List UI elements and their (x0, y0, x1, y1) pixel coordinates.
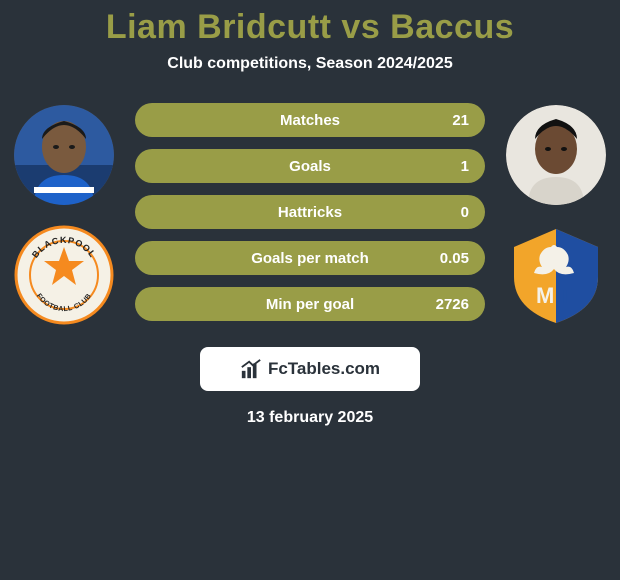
stat-value: 2726 (436, 296, 469, 313)
person-icon (506, 105, 606, 205)
stat-value: 1 (461, 158, 469, 175)
crest-icon: M T (506, 225, 606, 325)
date-text: 13 february 2025 (0, 409, 620, 427)
right-column: M T (501, 103, 611, 325)
stat-value: 0 (461, 204, 469, 221)
left-club-crest: BLACKPOOL FOOTBALL CLUB (14, 225, 114, 325)
stat-row-min-per-goal: Min per goal 2726 (135, 287, 485, 321)
subtitle: Club competitions, Season 2024/2025 (0, 55, 620, 73)
stat-row-goals: Goals 1 (135, 149, 485, 183)
right-club-crest: M T (506, 225, 606, 325)
stat-label: Hattricks (278, 204, 342, 221)
stat-value: 0.05 (440, 250, 469, 267)
stat-label: Min per goal (266, 296, 354, 313)
stats-column: Matches 21 Goals 1 Hattricks 0 Goals per… (135, 103, 485, 321)
stat-row-matches: Matches 21 (135, 103, 485, 137)
person-icon (14, 105, 114, 205)
right-player-avatar (506, 105, 606, 205)
left-column: BLACKPOOL FOOTBALL CLUB (9, 103, 119, 325)
comparison-card: Liam Bridcutt vs Baccus Club competition… (0, 0, 620, 427)
crest-icon: BLACKPOOL FOOTBALL CLUB (14, 225, 114, 325)
chart-icon (240, 358, 262, 380)
page-title: Liam Bridcutt vs Baccus (0, 8, 620, 47)
svg-text:M: M (536, 283, 554, 308)
stat-row-hattricks: Hattricks 0 (135, 195, 485, 229)
fctables-logo[interactable]: FcTables.com (200, 347, 420, 391)
svg-text:T: T (558, 283, 572, 308)
stat-label: Matches (280, 112, 340, 129)
left-player-avatar (14, 105, 114, 205)
stat-label: Goals (289, 158, 331, 175)
stat-row-goals-per-match: Goals per match 0.05 (135, 241, 485, 275)
logo-text: FcTables.com (268, 359, 380, 379)
stat-value: 21 (452, 112, 469, 129)
stat-label: Goals per match (251, 250, 369, 267)
main-row: BLACKPOOL FOOTBALL CLUB Matches 21 Goals… (0, 103, 620, 325)
